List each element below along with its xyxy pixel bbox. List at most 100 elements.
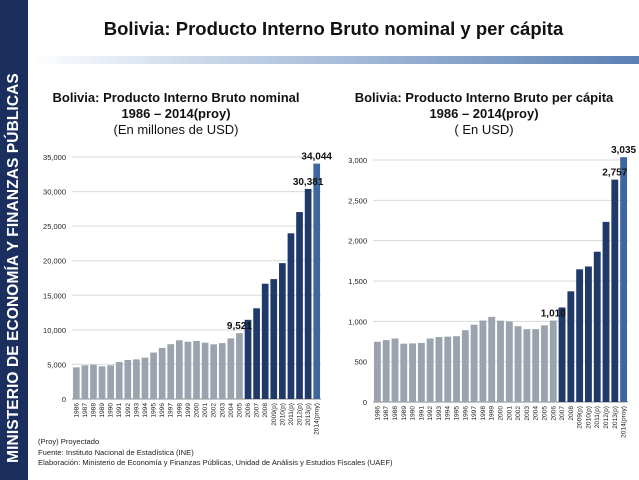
bar bbox=[296, 212, 303, 399]
data-label: 2,757 bbox=[602, 168, 627, 179]
x-tick-label: 2013(p) bbox=[612, 406, 619, 429]
x-tick-label: 2008 bbox=[262, 403, 269, 418]
x-tick-label: 1988 bbox=[392, 406, 399, 421]
x-tick-label: 1987 bbox=[383, 406, 390, 421]
y-tick-label: 20,000 bbox=[43, 257, 66, 266]
x-tick-label: 2003 bbox=[219, 403, 226, 418]
bar bbox=[227, 338, 235, 399]
x-tick-label: 1986 bbox=[374, 406, 381, 421]
bar bbox=[391, 338, 399, 402]
bar bbox=[158, 347, 166, 399]
x-tick-label: 1996 bbox=[462, 406, 469, 421]
x-tick-label: 1990 bbox=[410, 406, 417, 421]
x-tick-label: 2009(p) bbox=[271, 403, 278, 426]
x-tick-label: 1994 bbox=[142, 403, 149, 418]
bar bbox=[124, 359, 132, 399]
x-tick-label: 1999 bbox=[185, 403, 192, 418]
bar bbox=[435, 337, 443, 402]
x-tick-label: 2014(proy) bbox=[314, 403, 321, 435]
bar bbox=[470, 324, 478, 402]
bar bbox=[98, 366, 106, 399]
chart-subtitle: 1986 – 2014(proy) bbox=[121, 106, 231, 121]
x-tick-label: 2004 bbox=[228, 403, 235, 418]
chart-units: ( En USD) bbox=[454, 122, 514, 137]
x-tick-label: 2011(p) bbox=[594, 406, 601, 428]
x-tick-label: 2012(p) bbox=[297, 403, 304, 426]
x-tick-label: 2011(p) bbox=[288, 403, 295, 425]
bar bbox=[541, 325, 548, 402]
x-tick-label: 1996 bbox=[159, 403, 166, 418]
x-tick-label: 2006 bbox=[550, 406, 557, 421]
bar bbox=[382, 340, 390, 402]
x-tick-label: 1987 bbox=[82, 403, 89, 418]
footer-elaboration: Elaboración: Ministerio de Economía y Fi… bbox=[38, 458, 393, 467]
bar bbox=[90, 364, 97, 399]
sidebar-banner: MINISTERIO DE ECONOMÍA Y FINANZAS PÚBLIC… bbox=[0, 0, 28, 480]
bar bbox=[210, 344, 218, 399]
slide-title: Bolivia: Producto Interno Bruto nominal … bbox=[103, 18, 564, 39]
bar bbox=[81, 365, 89, 399]
x-tick-label: 2002 bbox=[211, 403, 218, 418]
x-tick-label: 1993 bbox=[133, 403, 140, 418]
footer-source: Fuente: Instituto Nacional de Estadístic… bbox=[38, 447, 194, 457]
y-tick-label: 30,000 bbox=[43, 188, 66, 197]
bar bbox=[461, 330, 469, 402]
bar bbox=[620, 157, 628, 402]
bar bbox=[184, 341, 192, 399]
bar bbox=[193, 340, 200, 399]
chart-pib-per-capita-header: Bolivia: Producto Interno Bruto per cápi… bbox=[334, 90, 634, 138]
data-label: 30,381 bbox=[293, 177, 324, 188]
bar bbox=[576, 269, 584, 402]
title-underline-gradient bbox=[28, 56, 639, 64]
bar bbox=[150, 352, 157, 399]
bar bbox=[523, 329, 531, 402]
y-tick-label: 500 bbox=[354, 358, 367, 367]
bar bbox=[279, 263, 286, 399]
bar bbox=[505, 321, 513, 402]
bar bbox=[72, 367, 80, 399]
bar bbox=[133, 359, 140, 399]
chart-title: Bolivia: Producto Interno Bruto nominal bbox=[52, 90, 300, 105]
bar bbox=[218, 343, 226, 399]
x-tick-label: 2007 bbox=[254, 403, 261, 418]
x-tick-label: 2005 bbox=[236, 403, 243, 418]
y-tick-label: 0 bbox=[62, 395, 66, 404]
y-tick-label: 15,000 bbox=[43, 291, 66, 300]
bar bbox=[304, 188, 312, 399]
bar bbox=[497, 320, 504, 402]
bar bbox=[549, 320, 557, 402]
x-tick-label: 2004 bbox=[533, 406, 540, 421]
y-tick-label: 10,000 bbox=[43, 326, 66, 335]
chart-units: (En millones de USD) bbox=[113, 122, 239, 137]
y-tick-label: 35,000 bbox=[43, 153, 66, 162]
bar bbox=[167, 344, 175, 399]
bar bbox=[270, 279, 278, 399]
x-tick-label: 2002 bbox=[515, 406, 522, 421]
bar bbox=[253, 308, 260, 399]
footer-notes: (Proy) Proyectado Fuente: Instituto Naci… bbox=[38, 437, 393, 469]
x-tick-label: 2010(p) bbox=[585, 406, 592, 429]
x-tick-label: 1991 bbox=[116, 403, 123, 418]
footer-note-projection: (Proy) Proyectado bbox=[38, 437, 100, 446]
bar bbox=[585, 266, 592, 402]
x-tick-label: 1989 bbox=[401, 406, 408, 421]
bar bbox=[558, 307, 566, 402]
x-tick-label: 2012(p) bbox=[603, 406, 610, 429]
x-tick-label: 1990 bbox=[108, 403, 115, 418]
chart-title: Bolivia: Producto Interno Bruto per cápi… bbox=[354, 90, 614, 105]
x-tick-label: 1997 bbox=[168, 403, 175, 418]
bar bbox=[261, 283, 269, 399]
y-tick-label: 0 bbox=[363, 398, 367, 407]
x-tick-label: 2005 bbox=[541, 406, 548, 421]
bar bbox=[175, 340, 183, 399]
bar bbox=[453, 336, 460, 402]
bar bbox=[409, 343, 416, 402]
bar bbox=[236, 333, 243, 399]
x-tick-label: 1999 bbox=[489, 406, 496, 421]
x-tick-label: 1993 bbox=[436, 406, 443, 421]
bar bbox=[141, 357, 149, 399]
x-tick-label: 1988 bbox=[90, 403, 97, 418]
x-tick-label: 2009(p) bbox=[577, 406, 584, 429]
y-tick-label: 1,000 bbox=[348, 317, 367, 326]
